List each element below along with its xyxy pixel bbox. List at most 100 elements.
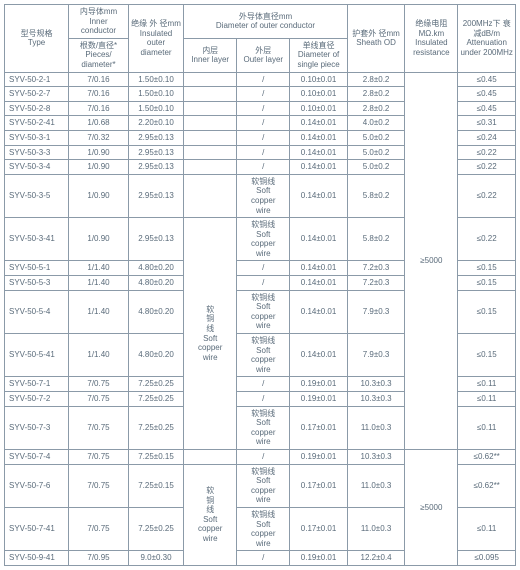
cell-insulated: 1.50±0.10 <box>128 72 183 87</box>
cell-single: 0.19±0.01 <box>290 449 348 464</box>
cell-type: SYV-50-3-3 <box>5 145 69 160</box>
h-outer-layer: 外层Outer layer <box>237 38 290 72</box>
h-inner-cond: 内导体mmInner conductor <box>69 5 129 39</box>
cell-outer-layer: / <box>237 392 290 407</box>
cell-outer-layer: / <box>237 87 290 102</box>
cell-pieces: 1/0.90 <box>69 218 129 261</box>
cell-type: SYV-50-7-41 <box>5 507 69 550</box>
table-body: SYV-50-2-17/0.161.50±0.10/0.10±0.012.8±0… <box>5 72 516 565</box>
cell-insulated: 2.95±0.13 <box>128 145 183 160</box>
cell-insulated: 4.80±0.20 <box>128 290 183 333</box>
cell-type: SYV-50-2-1 <box>5 72 69 87</box>
cell-single: 0.14±0.01 <box>290 290 348 333</box>
cell-outer-layer: / <box>237 449 290 464</box>
cell-single: 0.14±0.01 <box>290 145 348 160</box>
cell-attenuation: ≤0.31 <box>458 116 516 131</box>
cell-sheath: 10.3±0.3 <box>347 392 405 407</box>
cell-sheath: 7.2±0.3 <box>347 276 405 291</box>
cell-pieces: 1/0.90 <box>69 145 129 160</box>
cell-insulated: 2.95±0.13 <box>128 174 183 217</box>
cell-sheath: 11.0±0.3 <box>347 406 405 449</box>
cell-type: SYV-50-7-4 <box>5 449 69 464</box>
cell-attenuation: ≤0.45 <box>458 72 516 87</box>
cell-pieces: 1/0.90 <box>69 160 129 175</box>
cell-attenuation: ≤0.22 <box>458 145 516 160</box>
cell-inner-layer <box>184 87 237 102</box>
cell-sheath: 5.0±0.2 <box>347 130 405 145</box>
table-row: SYV-50-7-47/0.757.25±0.15/0.19±0.0110.3±… <box>5 449 516 464</box>
cell-attenuation: ≤0.15 <box>458 276 516 291</box>
h-sheath: 护套外 径mmSheath OD <box>347 5 405 73</box>
cell-sheath: 11.0±0.3 <box>347 464 405 507</box>
cell-sheath: 10.3±0.3 <box>347 449 405 464</box>
cell-pieces: 7/0.75 <box>69 507 129 550</box>
cell-outer-layer: / <box>237 160 290 175</box>
cell-outer-layer: / <box>237 130 290 145</box>
cell-outer-layer: / <box>237 377 290 392</box>
cell-sheath: 5.8±0.2 <box>347 174 405 217</box>
cell-type: SYV-50-5-41 <box>5 334 69 377</box>
cell-pieces: 7/0.32 <box>69 130 129 145</box>
cell-insulated: 7.25±0.25 <box>128 507 183 550</box>
h-attenuation: 200MHz下 衰减dB/mAttenuation under 200MHz <box>458 5 516 73</box>
cell-insulated: 2.20±0.10 <box>128 116 183 131</box>
cell-pieces: 1/1.40 <box>69 334 129 377</box>
cell-single: 0.17±0.01 <box>290 507 348 550</box>
cell-type: SYV-50-9-41 <box>5 551 69 566</box>
cell-single: 0.10±0.01 <box>290 72 348 87</box>
cell-attenuation: ≤0.11 <box>458 406 516 449</box>
cell-sheath: 2.8±0.2 <box>347 72 405 87</box>
cell-single: 0.14±0.01 <box>290 130 348 145</box>
h-type: 型号规格Type <box>5 5 69 73</box>
cell-single: 0.17±0.01 <box>290 406 348 449</box>
cell-sheath: 12.2±0.4 <box>347 551 405 566</box>
cell-attenuation: ≤0.15 <box>458 261 516 276</box>
cell-pieces: 7/0.75 <box>69 406 129 449</box>
cell-type: SYV-50-7-2 <box>5 392 69 407</box>
cell-outer-layer: / <box>237 101 290 116</box>
h-outer-cond: 外导体直径mmDiameter of outer conductor <box>184 5 348 39</box>
cell-attenuation: ≤0.15 <box>458 290 516 333</box>
cell-sheath: 7.2±0.3 <box>347 261 405 276</box>
cell-single: 0.17±0.01 <box>290 464 348 507</box>
cell-single: 0.14±0.01 <box>290 334 348 377</box>
cell-inner-layer <box>184 160 237 175</box>
cell-pieces: 7/0.75 <box>69 392 129 407</box>
cell-pieces: 1/1.40 <box>69 290 129 333</box>
cell-outer-layer: / <box>237 551 290 566</box>
cell-sheath: 2.8±0.2 <box>347 101 405 116</box>
cell-sheath: 7.9±0.3 <box>347 334 405 377</box>
cell-inner-layer: 软铜线Softcopperwire <box>184 218 237 450</box>
cell-attenuation: ≤0.62** <box>458 449 516 464</box>
h-resistance: 绝缘电阻 MΩ.kmInsulated resistance <box>405 5 458 73</box>
cell-outer-layer: / <box>237 261 290 276</box>
cell-insulated: 2.95±0.13 <box>128 130 183 145</box>
cell-inner-layer <box>184 116 237 131</box>
cell-single: 0.10±0.01 <box>290 101 348 116</box>
cell-attenuation: ≤0.22 <box>458 174 516 217</box>
cell-outer-layer: 软铜线Softcopperwire <box>237 507 290 550</box>
cell-type: SYV-50-5-4 <box>5 290 69 333</box>
cell-single: 0.19±0.01 <box>290 377 348 392</box>
cell-inner-layer <box>184 130 237 145</box>
cell-type: SYV-50-2-7 <box>5 87 69 102</box>
h-single-piece: 单线直径Diameter of single piece <box>290 38 348 72</box>
cell-outer-layer: / <box>237 72 290 87</box>
cell-single: 0.14±0.01 <box>290 174 348 217</box>
cell-single: 0.14±0.01 <box>290 261 348 276</box>
cell-attenuation: ≤0.24 <box>458 130 516 145</box>
cell-insulated: 7.25±0.25 <box>128 377 183 392</box>
cell-single: 0.19±0.01 <box>290 551 348 566</box>
cell-insulated: 9.0±0.30 <box>128 551 183 566</box>
cell-single: 0.14±0.01 <box>290 276 348 291</box>
cell-single: 0.14±0.01 <box>290 116 348 131</box>
cell-sheath: 7.9±0.3 <box>347 290 405 333</box>
cell-attenuation: ≤0.22 <box>458 160 516 175</box>
cell-resistance: ≥5000 <box>405 72 458 449</box>
h-pieces: 根数/直径*Pieces/ diameter* <box>69 38 129 72</box>
cell-pieces: 1/1.40 <box>69 261 129 276</box>
cell-single: 0.14±0.01 <box>290 218 348 261</box>
cell-outer-layer: 软铜线Softcopperwire <box>237 406 290 449</box>
cell-type: SYV-50-2-41 <box>5 116 69 131</box>
cell-single: 0.14±0.01 <box>290 160 348 175</box>
